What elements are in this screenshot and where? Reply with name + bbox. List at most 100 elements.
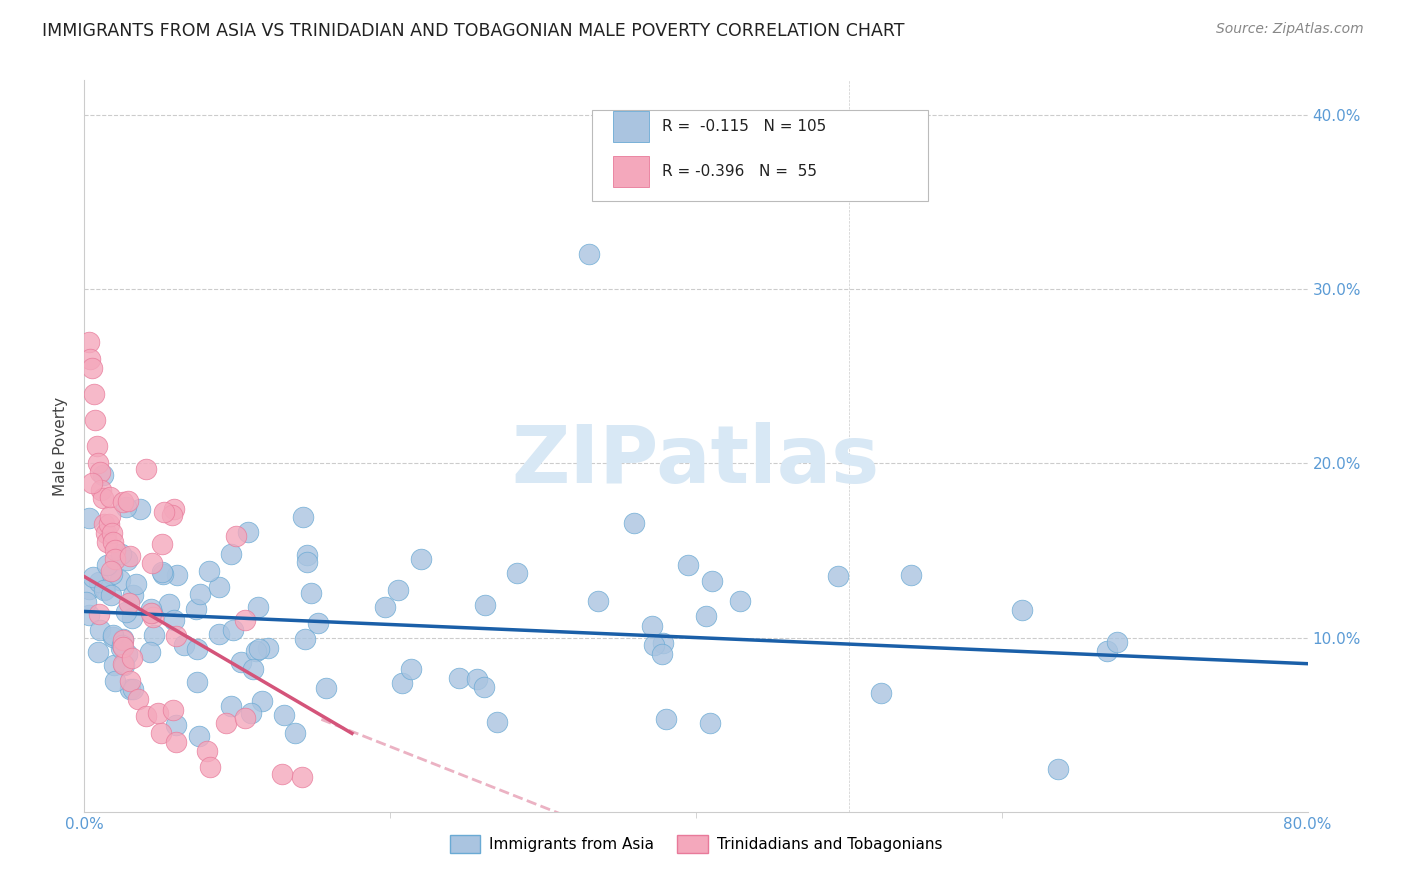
Point <box>1011 602 1033 616</box>
Point <box>111 632 134 647</box>
Point <box>80 360 103 375</box>
Point <box>121 651 143 665</box>
Point <box>465 672 488 686</box>
Point <box>111 638 134 652</box>
Point <box>1105 635 1128 649</box>
Point <box>247 641 270 656</box>
Point <box>295 548 318 562</box>
Point <box>112 640 135 655</box>
Point <box>142 609 165 624</box>
Point <box>111 495 134 509</box>
Point <box>110 547 132 561</box>
Point <box>695 609 717 624</box>
Point <box>198 760 221 774</box>
Point <box>77 608 100 623</box>
Point <box>188 587 211 601</box>
Point <box>115 553 138 567</box>
Point <box>122 682 145 697</box>
Point <box>391 675 413 690</box>
Point <box>486 714 509 729</box>
Point <box>101 566 124 581</box>
Point <box>221 699 243 714</box>
Point <box>150 537 173 551</box>
Point <box>94 582 117 596</box>
Point <box>121 611 143 625</box>
Legend: Immigrants from Asia, Trinidadians and Tobagonians: Immigrants from Asia, Trinidadians and T… <box>443 829 949 859</box>
Point <box>150 566 173 580</box>
Point <box>122 588 145 602</box>
Point <box>1047 762 1070 776</box>
Point <box>114 606 136 620</box>
Point <box>100 564 122 578</box>
Point <box>117 494 139 508</box>
Point <box>118 549 141 563</box>
Point <box>104 552 127 566</box>
Point <box>214 716 236 731</box>
Point <box>641 618 664 632</box>
Point <box>94 526 117 541</box>
Point <box>870 686 893 700</box>
Point <box>506 566 529 580</box>
Point <box>157 597 180 611</box>
Point <box>165 735 187 749</box>
Point <box>187 729 209 743</box>
Y-axis label: Male Poverty: Male Poverty <box>53 396 69 496</box>
FancyBboxPatch shape <box>592 110 928 201</box>
Point <box>219 547 242 561</box>
Point <box>273 708 295 723</box>
Point <box>472 680 495 694</box>
Point <box>827 569 849 583</box>
Point <box>87 644 110 658</box>
Point <box>163 502 186 516</box>
Point <box>82 570 104 584</box>
Point <box>77 334 100 349</box>
Point <box>103 534 125 549</box>
Point <box>578 247 600 261</box>
Point <box>118 681 141 696</box>
Point <box>297 555 319 569</box>
Point <box>449 671 471 685</box>
Point <box>101 628 124 642</box>
Point <box>284 725 307 739</box>
Point <box>111 657 134 671</box>
Text: Source: ZipAtlas.com: Source: ZipAtlas.com <box>1216 22 1364 37</box>
Text: IMMIGRANTS FROM ASIA VS TRINIDADIAN AND TOBAGONIAN MALE POVERTY CORRELATION CHAR: IMMIGRANTS FROM ASIA VS TRINIDADIAN AND … <box>42 22 904 40</box>
Point <box>82 476 104 491</box>
Point <box>114 500 136 514</box>
Point <box>208 580 231 594</box>
Point <box>233 711 256 725</box>
Point <box>184 601 207 615</box>
Point <box>162 703 184 717</box>
Text: R = -0.396   N =  55: R = -0.396 N = 55 <box>662 164 817 179</box>
Bar <box>613 112 650 142</box>
Point <box>75 595 97 609</box>
Point <box>96 534 118 549</box>
Point <box>87 457 110 471</box>
Point <box>77 511 100 525</box>
Point <box>79 351 101 366</box>
Point <box>163 613 186 627</box>
Point <box>87 575 110 590</box>
Point <box>120 674 142 689</box>
Point <box>139 645 162 659</box>
Point <box>676 558 699 573</box>
Point <box>643 639 665 653</box>
Point <box>900 567 922 582</box>
Point <box>399 662 422 676</box>
Point <box>307 615 329 630</box>
Point <box>160 508 183 522</box>
Point <box>186 642 208 657</box>
Point <box>93 517 115 532</box>
Point <box>294 632 316 646</box>
Point <box>98 490 121 504</box>
Point <box>104 674 127 689</box>
Point <box>93 467 115 482</box>
Point <box>141 556 163 570</box>
Point <box>108 573 131 587</box>
Point <box>233 613 256 627</box>
Point <box>699 716 721 731</box>
Point <box>135 709 157 723</box>
Point <box>141 606 163 620</box>
Point <box>623 516 645 530</box>
Point <box>700 574 723 589</box>
